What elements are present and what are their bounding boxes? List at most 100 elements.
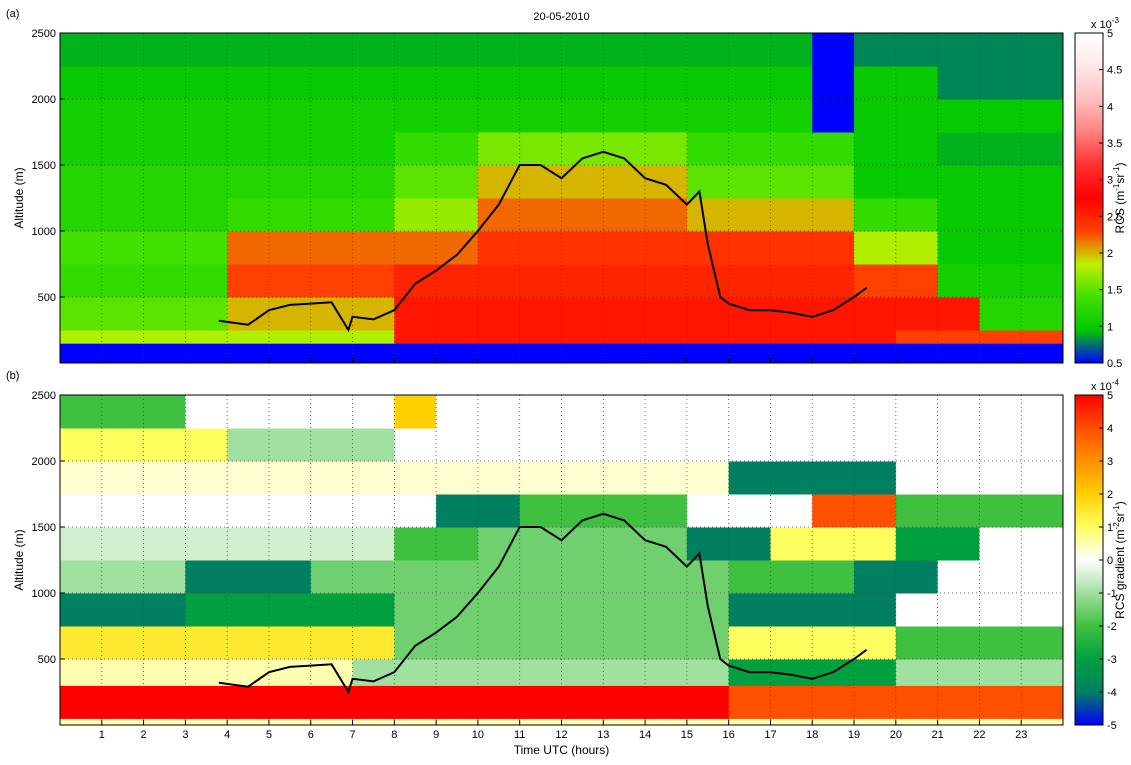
x-tick-label: 23	[1015, 729, 1027, 741]
y-tick-label: 1000	[32, 226, 56, 238]
heatmap-cell	[1021, 659, 1064, 686]
heatmap-cell	[143, 593, 186, 627]
heatmap-cell	[1021, 395, 1064, 429]
heatmap-cell	[143, 685, 186, 719]
heatmap-cell	[394, 231, 437, 265]
heatmap-cell	[895, 264, 939, 298]
boundary-layer-line	[218, 150, 868, 333]
heatmap-cell	[143, 198, 186, 232]
heatmap-cell	[854, 198, 897, 232]
colorbar-tick-label: 3.5	[1107, 138, 1122, 150]
heatmap-cell	[101, 330, 145, 344]
heatmap-cell	[603, 99, 646, 133]
x-tick-label: 1	[99, 729, 105, 741]
heatmap-cell	[227, 66, 270, 100]
heatmap-cell	[561, 593, 604, 627]
heatmap-cell	[854, 66, 897, 100]
heatmap-cell	[101, 461, 145, 495]
heatmap-cell	[895, 99, 939, 133]
heatmap-cell	[477, 297, 521, 331]
heatmap-cell	[728, 494, 771, 528]
heatmap-cell	[603, 685, 646, 719]
heatmap-cell	[937, 165, 980, 199]
heatmap-cell	[60, 264, 103, 298]
heatmap-cell	[603, 165, 646, 199]
y-tick-label: 1500	[32, 160, 56, 172]
heatmap-cell	[268, 395, 312, 429]
heatmap-cell	[728, 593, 771, 627]
heatmap-cell	[436, 593, 479, 627]
heatmap-cell	[185, 395, 228, 429]
y-tick-label: 2000	[32, 94, 56, 106]
heatmap-cell	[60, 231, 103, 265]
heatmap-cell	[268, 99, 312, 133]
heatmap-cell	[770, 231, 813, 265]
heatmap-cell	[268, 685, 312, 719]
y-tick-label: 1000	[32, 588, 56, 600]
heatmap-cell	[101, 395, 145, 429]
heatmap-cell	[227, 626, 270, 660]
colorbar-tick-label: -2	[1107, 621, 1117, 633]
heatmap-cell	[937, 461, 980, 495]
heatmap-cell	[519, 132, 562, 166]
heatmap-cell	[436, 494, 479, 528]
heatmap-cell	[519, 685, 562, 719]
heatmap-cell	[561, 718, 604, 726]
heatmap-cell	[561, 461, 604, 495]
heatmap-cell	[812, 33, 855, 67]
heatmap-cell	[979, 297, 1022, 331]
x-tick-label: 15	[681, 729, 693, 741]
colorbar-tick-label: 5	[1107, 28, 1113, 40]
heatmap-cell	[1021, 198, 1064, 232]
heatmap-cell	[101, 198, 145, 232]
heatmap-cell	[352, 428, 395, 462]
heatmap-cell	[561, 165, 604, 199]
x-tick-label: 17	[764, 729, 776, 741]
heatmap-cell	[645, 718, 688, 726]
heatmap-cell	[812, 461, 855, 495]
heatmap-cell	[1021, 428, 1064, 462]
heatmap-cell	[1021, 626, 1064, 660]
heatmap-cell	[686, 264, 730, 298]
heatmap-cell	[268, 297, 312, 331]
heatmap-cell	[937, 33, 980, 67]
heatmap-cell	[686, 494, 730, 528]
heatmap-cell	[268, 593, 312, 627]
heatmap-cell	[603, 66, 646, 100]
heatmap-cell	[645, 395, 688, 429]
heatmap-cell	[60, 330, 103, 344]
heatmap-cell	[728, 626, 771, 660]
heatmap-cell	[394, 626, 437, 660]
colorbar-label: RCS gradient (m-2sr-1)	[1112, 501, 1127, 619]
heatmap-cell	[812, 685, 855, 719]
heatmap-cell	[770, 343, 813, 364]
heatmap-cell	[854, 494, 897, 528]
heatmap-cell	[436, 343, 479, 364]
heatmap-cell	[519, 560, 562, 594]
heatmap-cell	[854, 99, 897, 133]
heatmap-cell	[436, 718, 479, 726]
heatmap-cell	[979, 198, 1022, 232]
heatmap-cell	[436, 428, 479, 462]
heatmap-cell	[1021, 527, 1064, 561]
heatmap-cell	[645, 343, 688, 364]
heatmap-cell	[603, 461, 646, 495]
heatmap-cell	[143, 33, 186, 67]
heatmap-cell	[1021, 593, 1064, 627]
heatmap-cell	[979, 461, 1022, 495]
heatmap-cell	[979, 527, 1022, 561]
heatmap-cell	[686, 33, 730, 67]
heatmap-cell	[812, 560, 855, 594]
heatmap-cell	[979, 560, 1022, 594]
heatmap-cell	[561, 560, 604, 594]
x-tick-label: 4	[224, 729, 230, 741]
heatmap-cell	[937, 132, 980, 166]
heatmap-cell	[394, 343, 437, 364]
heatmap-cell	[812, 718, 855, 726]
heatmap-cell	[770, 330, 813, 344]
heatmap-cell	[310, 659, 354, 686]
heatmap-cell	[645, 33, 688, 67]
heatmap-cell	[352, 66, 395, 100]
heatmap-cell	[812, 198, 855, 232]
heatmap-cell	[60, 593, 103, 627]
